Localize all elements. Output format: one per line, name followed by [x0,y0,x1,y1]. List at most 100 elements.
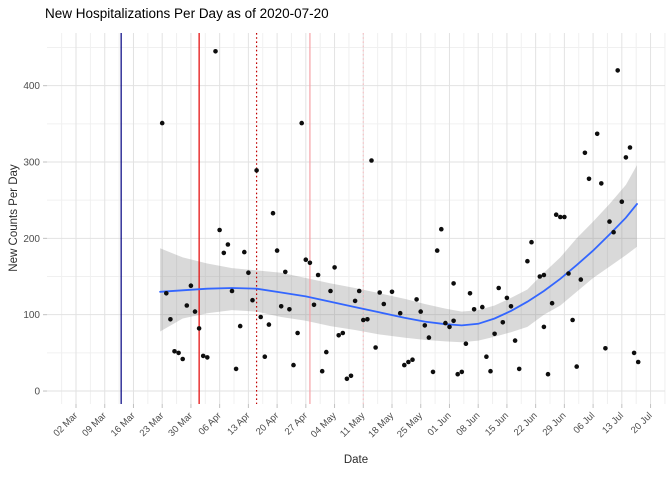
scatter-point [603,346,608,351]
scatter-point [283,269,288,275]
scatter-point [196,326,202,331]
scatter-point [484,354,489,360]
scatter-point [270,210,276,216]
scatter-point [348,373,354,379]
scatter-point [422,323,428,328]
scatter-point [336,333,342,338]
x-tick-label: 02 Mar [51,410,80,439]
scatter-point [549,300,555,306]
x-tick-label: 25 May [395,410,425,440]
scatter-point [266,322,272,327]
scatter-point [344,376,350,382]
x-tick-label: 01 Jun [426,410,454,438]
scatter-point [184,303,190,308]
scatter-point [463,341,469,347]
scatter-point [553,212,559,217]
scatter-point [627,145,633,150]
scatter-point [562,214,567,220]
scatter-point [574,364,579,369]
x-tick-label: 30 Mar [166,410,195,439]
scatter-point [537,274,543,279]
scatter-point [426,335,432,340]
scatter-point [459,369,465,375]
scatter-point [287,307,292,312]
scatter-point [397,310,403,316]
x-tick-label: 15 Jun [483,410,511,438]
scatter-point [516,366,522,372]
y-tick-label: 100 [23,310,40,321]
confidence-ribbon [160,165,637,343]
scatter-point [328,288,333,294]
scatter-point [352,298,358,304]
scatter-point [430,369,436,375]
scatter-point [541,324,547,330]
scatter-point [262,354,268,360]
scatter-point [311,302,317,308]
chart-title: New Hospitalizations Per Day as of 2020-… [45,6,329,21]
x-tick-label: 16 Mar [109,410,138,439]
scatter-point [299,120,305,126]
x-tick-label: 13 Apr [225,410,252,437]
scatter-point [217,227,222,233]
y-tick-label: 300 [23,158,40,169]
scatter-point [471,307,477,312]
scatter-point [250,297,255,303]
x-tick-label: 18 May [366,410,396,440]
x-tick-label: 09 Mar [80,410,109,439]
x-tick-label: 13 Jul [600,410,626,436]
scatter-point [582,150,588,156]
x-tick-label: 20 Apr [254,410,281,437]
scatter-point [619,199,625,204]
scatter-point [594,131,600,137]
scatter-point [492,331,497,337]
scatter-point [237,323,243,329]
scatter-point [246,270,251,276]
scatter-point [480,304,485,310]
scatter-point [541,272,547,278]
scatter-point [439,226,444,232]
scatter-point [225,242,231,247]
scatter-point [508,304,514,309]
scatter-point [242,249,247,255]
x-tick-label: 29 Jun [541,410,569,438]
y-axis-title: New Counts Per Day [8,164,20,272]
scatter-point [258,314,264,320]
x-tick-label: 20 Jul [629,410,655,436]
scatter-point [418,309,424,314]
scatter-point [319,368,325,374]
scatter-point [295,330,300,336]
scatter-point [488,368,493,374]
scatter-point [406,359,411,365]
scatter-point [369,158,374,163]
scatter-point [381,301,387,307]
scatter-point [188,283,194,289]
x-tick-label: 08 Jun [454,410,482,438]
scatter-point [164,291,169,296]
scatter-point [229,288,235,294]
x-tick-label: 27 Apr [283,410,310,437]
scatter-point [213,49,218,54]
scatter-point [361,317,366,323]
scatter-point [443,320,448,326]
scatter-point [558,214,563,220]
scatter-point [451,281,456,286]
scatter-point [307,260,313,266]
scatter-point [373,345,378,350]
scatter-point [172,349,177,354]
x-tick-label: 11 May [338,410,367,439]
scatter-point [324,349,329,355]
scatter-point [254,168,259,173]
scatter-point [570,317,575,323]
scatter-point [410,357,415,363]
scatter-point [599,181,604,186]
scatter-point [356,288,362,294]
scatter-point [200,353,206,359]
scatter-point [402,362,407,368]
scatter-point [504,295,510,301]
x-axis-title: Date [343,454,369,466]
y-tick-label: 400 [23,81,40,92]
scatter-point [205,355,210,360]
scatter-point [176,350,181,356]
scatter-point [192,309,198,314]
